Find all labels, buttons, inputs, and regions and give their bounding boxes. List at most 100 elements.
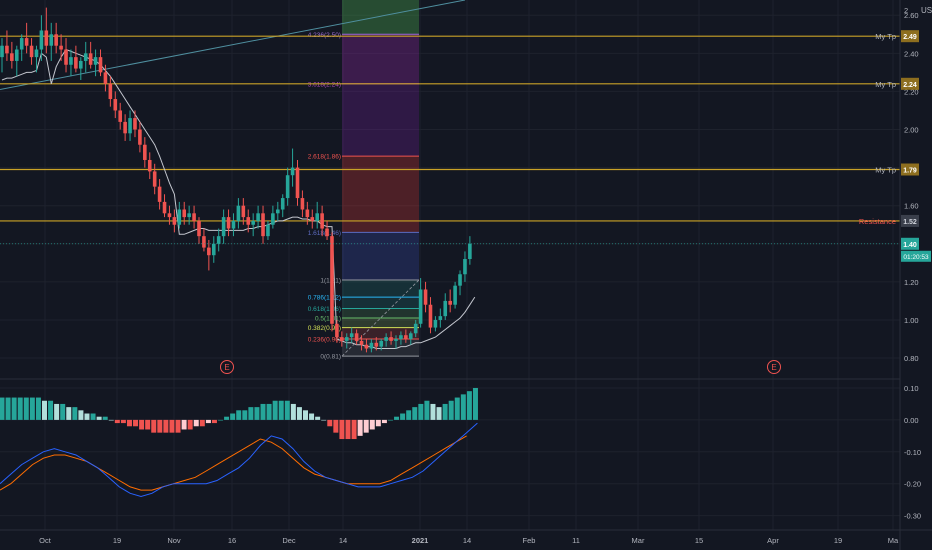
histogram-bar: [296, 407, 302, 420]
price-line-axis-badge: [901, 30, 919, 43]
candle: [359, 335, 364, 351]
candle: [59, 34, 63, 61]
candle: [364, 339, 369, 353]
time-tick-label: 19: [113, 536, 121, 545]
price-line-axis-badge: [901, 77, 919, 90]
candle-body: [88, 53, 93, 65]
price-line-axis-value: 1.79: [903, 168, 917, 175]
candle: [344, 333, 349, 349]
candle: [443, 293, 448, 320]
time-axis[interactable]: Oct 19 Nov 16 Dec 14 2021 14 Feb 11 Mar 15 Apr 19 Ma: [39, 536, 899, 545]
candle-body: [103, 72, 108, 84]
histogram-bar: [387, 419, 393, 421]
candle-body: [428, 304, 433, 328]
earnings-marker[interactable]: E: [220, 360, 234, 374]
candle-body: [404, 335, 408, 340]
histogram-bar: [114, 419, 120, 424]
candle: [79, 57, 83, 80]
candle-body: [271, 213, 275, 225]
candle-body: [453, 285, 457, 305]
histogram-bar: [169, 419, 175, 433]
fib-zone: [342, 0, 419, 35]
candle-body: [413, 323, 418, 334]
candle-body: [458, 274, 462, 286]
candle: [19, 34, 24, 61]
histogram-bar: [218, 419, 224, 421]
trend-line: [0, 0, 466, 91]
earnings-marker-circle: [220, 360, 234, 374]
candle-body: [359, 340, 364, 345]
candle-body: [74, 57, 78, 69]
candle: [197, 217, 201, 244]
candle: [103, 64, 108, 92]
candle-body: [207, 247, 211, 256]
macd-axis[interactable]: 0.10 0.00 -0.10 -0.20 -0.30: [904, 384, 921, 521]
candle-body: [280, 198, 285, 210]
fib-level-label: 0.5(1.01): [315, 316, 341, 323]
candle-body: [418, 289, 423, 324]
macd-tick-label: -0.10: [904, 448, 921, 457]
candle: [349, 327, 354, 343]
candle-body: [118, 110, 122, 122]
time-tick-label: 19: [834, 536, 842, 545]
histogram-bar: [327, 419, 333, 427]
candle-body: [93, 57, 98, 65]
fib-zone: [342, 83, 419, 157]
candle: [133, 110, 137, 138]
candle-body: [143, 144, 147, 160]
fib-zone: [342, 156, 419, 233]
candle-body: [34, 49, 39, 58]
histogram-bar: [242, 410, 248, 420]
candle: [384, 333, 388, 347]
candle-body: [54, 34, 58, 46]
countdown-badge: [901, 250, 931, 262]
price-line-axis-value: 1.52: [903, 219, 917, 226]
candle: [468, 236, 472, 265]
candle-body: [349, 333, 354, 338]
candle-body: [138, 129, 142, 145]
price-line-axis-badge: [901, 163, 919, 176]
histogram-bar: [406, 410, 412, 420]
histogram-bar: [424, 400, 430, 420]
histogram-bar: [236, 410, 242, 420]
earnings-marker[interactable]: E: [767, 360, 781, 374]
histogram-bar: [375, 419, 381, 427]
fib-level-label: 4.236(2.50): [308, 32, 341, 39]
signal-line: [0, 435, 467, 491]
fib-level-label: 0.236(0.90): [308, 337, 341, 344]
histogram-bar: [102, 416, 108, 420]
candle: [211, 236, 216, 263]
candle-body: [69, 57, 73, 65]
candle: [295, 159, 300, 206]
price-line-axis-value: 2.24: [903, 82, 917, 89]
candle: [44, 7, 49, 54]
candle-body: [83, 53, 88, 61]
histogram-bar: [315, 416, 321, 420]
fib-level-label: 0(0.81): [320, 354, 341, 361]
price-tick-label: 2.00: [904, 126, 919, 135]
candle-body: [384, 337, 388, 341]
histogram-bar: [66, 407, 72, 420]
currency-label[interactable]: USD: [921, 6, 932, 15]
histogram-bar: [260, 403, 266, 420]
histogram-bar: [400, 413, 406, 420]
candle: [280, 194, 285, 218]
candle: [325, 220, 329, 240]
candle-body: [251, 220, 255, 225]
candle: [428, 297, 433, 334]
candle: [108, 76, 113, 107]
fib-zone: [342, 318, 419, 328]
histogram-bar: [17, 397, 23, 420]
histogram-bar: [5, 397, 11, 420]
candle-body: [108, 83, 113, 100]
candle-body: [433, 319, 438, 328]
histogram-bar: [309, 413, 315, 420]
candle-body: [379, 340, 384, 347]
candle-body: [290, 167, 295, 176]
macd-tick-label: -0.20: [904, 480, 921, 489]
time-tick-label: Ma: [888, 536, 899, 545]
candle: [261, 205, 265, 244]
price-axis-labels: 2.49 2.24 1.79 1.52 1.40 01:20:53: [0, 30, 931, 262]
